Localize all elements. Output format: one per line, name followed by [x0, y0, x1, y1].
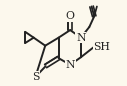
Text: N: N	[65, 60, 75, 70]
Text: SH: SH	[93, 42, 110, 52]
Text: S: S	[32, 72, 39, 82]
Text: O: O	[66, 11, 75, 21]
Text: N: N	[76, 33, 86, 43]
